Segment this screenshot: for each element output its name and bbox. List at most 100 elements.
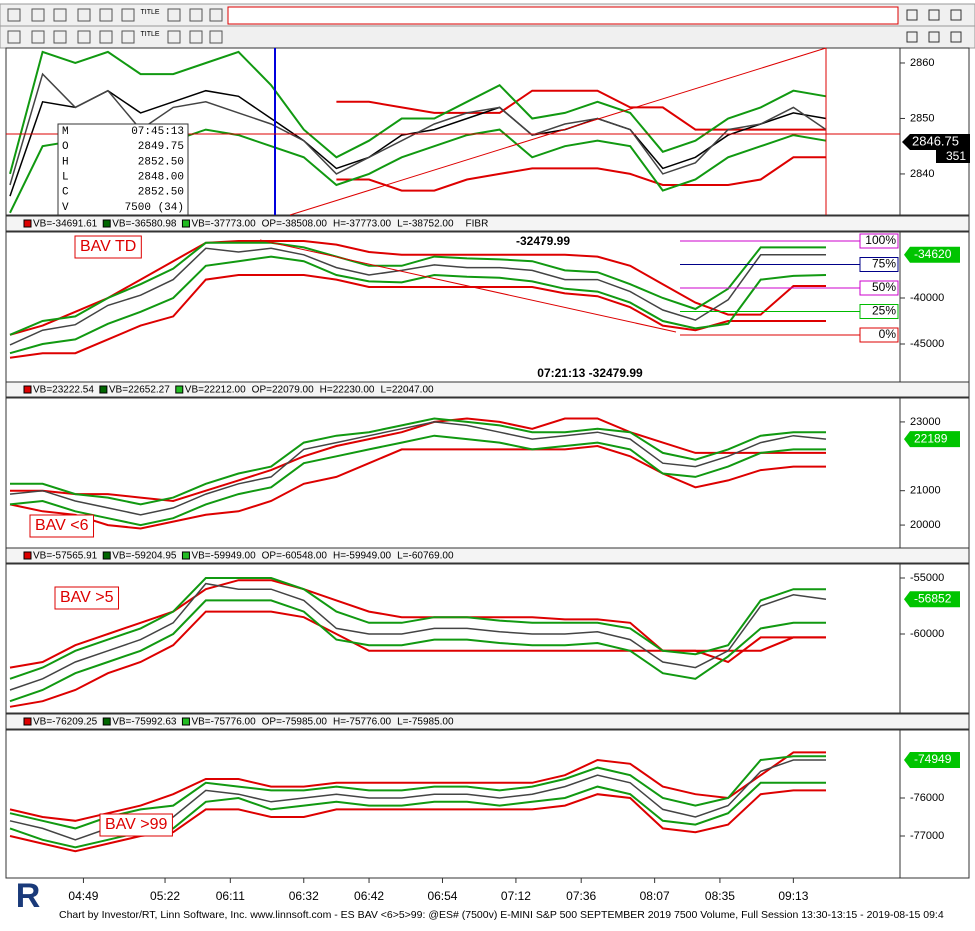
icon xyxy=(53,8,67,22)
info-value: 7500 (34) xyxy=(125,202,184,214)
icon xyxy=(209,30,223,44)
series-line xyxy=(9,444,826,530)
header-value: H=-37773.00 xyxy=(333,219,392,230)
info-box xyxy=(57,123,189,216)
header-value: VB=-76209.25 xyxy=(33,717,98,728)
y-tick-label: -55000 xyxy=(910,572,944,584)
x-tick-label: 06:54 xyxy=(427,889,457,903)
icon xyxy=(121,30,135,44)
x-tick-label: 07:36 xyxy=(566,889,596,903)
series-line xyxy=(9,755,826,830)
x-tick-label: 05:22 xyxy=(150,889,180,903)
header-value: VB=-75776.00 xyxy=(191,717,256,728)
x-tick-label: 06:11 xyxy=(216,889,245,903)
series-line xyxy=(9,240,826,336)
info-value: 2849.75 xyxy=(138,141,184,153)
fib-label: 0% xyxy=(879,327,897,341)
icon xyxy=(53,30,67,44)
window-button xyxy=(928,9,940,21)
legend-swatch xyxy=(23,717,32,726)
series-line xyxy=(9,274,826,359)
header-value: OP=-60548.00 xyxy=(262,551,328,562)
info-key: H xyxy=(62,156,69,168)
last-value-tag xyxy=(904,246,960,263)
series-line xyxy=(9,599,826,703)
pane-title: BAV >99 xyxy=(105,816,168,833)
header-value: OP=22079.00 xyxy=(252,385,314,396)
x-tick-label: 09:13 xyxy=(778,889,808,903)
y-tick-label: -77000 xyxy=(910,830,944,842)
icon xyxy=(31,8,45,22)
series-line xyxy=(9,255,827,355)
series-line xyxy=(9,247,826,346)
icon xyxy=(121,8,135,22)
fib-label: 100% xyxy=(865,233,896,247)
pane-header xyxy=(5,381,970,398)
fib-label: 50% xyxy=(872,280,896,294)
window-button xyxy=(950,31,962,43)
header-value: FIBR xyxy=(466,219,489,230)
legend-swatch xyxy=(181,219,190,228)
annotation: 07:21:13 -32479.99 xyxy=(537,366,643,380)
window-button xyxy=(906,9,918,21)
last-value-tag xyxy=(904,431,960,448)
y-tick-label: -45000 xyxy=(910,338,944,350)
header-value: L=-38752.00 xyxy=(397,219,454,230)
price-tag-box xyxy=(902,134,970,150)
y-tick-label: -40000 xyxy=(910,292,944,304)
pane-title: BAV TD xyxy=(80,238,136,255)
fib-label: 25% xyxy=(872,304,896,318)
legend-swatch xyxy=(23,551,32,560)
series-line xyxy=(336,156,826,192)
icon xyxy=(99,30,113,44)
fib-label-box xyxy=(859,257,899,272)
icon xyxy=(7,30,21,44)
title-field xyxy=(227,6,899,25)
fib-label-box xyxy=(859,304,899,319)
icon xyxy=(99,8,113,22)
legend-swatch xyxy=(175,385,184,394)
series-line xyxy=(9,751,826,822)
window-button xyxy=(906,31,918,43)
header-value: H=-75776.00 xyxy=(333,717,392,728)
icon xyxy=(167,30,181,44)
annotation: -32479.99 xyxy=(516,234,570,248)
toolbar xyxy=(0,3,975,49)
y-tick-label: -60000 xyxy=(910,628,944,640)
header-value: VB=-57565.91 xyxy=(33,551,98,562)
fib-label-box xyxy=(859,280,899,296)
series-line xyxy=(9,434,826,527)
x-tick-label: 06:42 xyxy=(354,889,384,903)
info-value: 2852.50 xyxy=(138,156,184,168)
last-value: 22189 xyxy=(914,431,948,445)
icon-title: TITLE xyxy=(140,31,159,38)
icon-title: TITLE xyxy=(140,9,159,16)
header-value: H=22230.00 xyxy=(320,385,375,396)
volume-tag-box xyxy=(936,150,970,163)
info-value: 07:45:13 xyxy=(131,126,184,138)
pane-title-box xyxy=(54,586,120,610)
footer: R Chart by Investor/RT, Linn Software, I… xyxy=(10,877,944,926)
series-line xyxy=(9,241,826,336)
info-value: 2852.50 xyxy=(138,187,184,199)
series-line xyxy=(9,421,827,516)
series-line xyxy=(10,417,826,506)
x-tick-label: 08:07 xyxy=(640,889,670,903)
info-key: C xyxy=(62,187,69,199)
y-tick-label: 2850 xyxy=(910,112,934,124)
y-tick-label: 20000 xyxy=(910,519,941,531)
y-tick-label: -76000 xyxy=(910,792,944,804)
icon xyxy=(189,8,203,22)
header-value: VB=23222.54 xyxy=(33,385,94,396)
last-value: -56852 xyxy=(914,591,952,605)
series-line xyxy=(9,577,826,680)
series-line xyxy=(10,417,826,503)
header-value: VB=22652.27 xyxy=(109,385,170,396)
legend-swatch xyxy=(23,385,32,394)
legend-swatch xyxy=(102,219,111,228)
x-tick-label: 07:12 xyxy=(501,889,531,903)
trend-line xyxy=(259,239,677,333)
header-value: VB=-36580.98 xyxy=(112,219,177,230)
icon xyxy=(209,8,223,22)
trend-line xyxy=(289,47,827,216)
